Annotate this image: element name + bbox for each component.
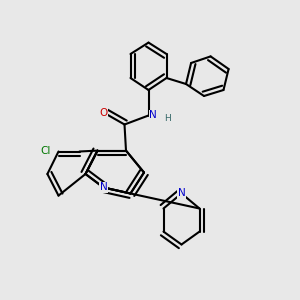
Text: Cl: Cl [41,146,51,157]
Text: N: N [149,110,157,121]
Text: H: H [164,114,170,123]
Text: O: O [99,107,108,118]
Text: N: N [100,182,107,193]
Text: N: N [178,188,185,199]
